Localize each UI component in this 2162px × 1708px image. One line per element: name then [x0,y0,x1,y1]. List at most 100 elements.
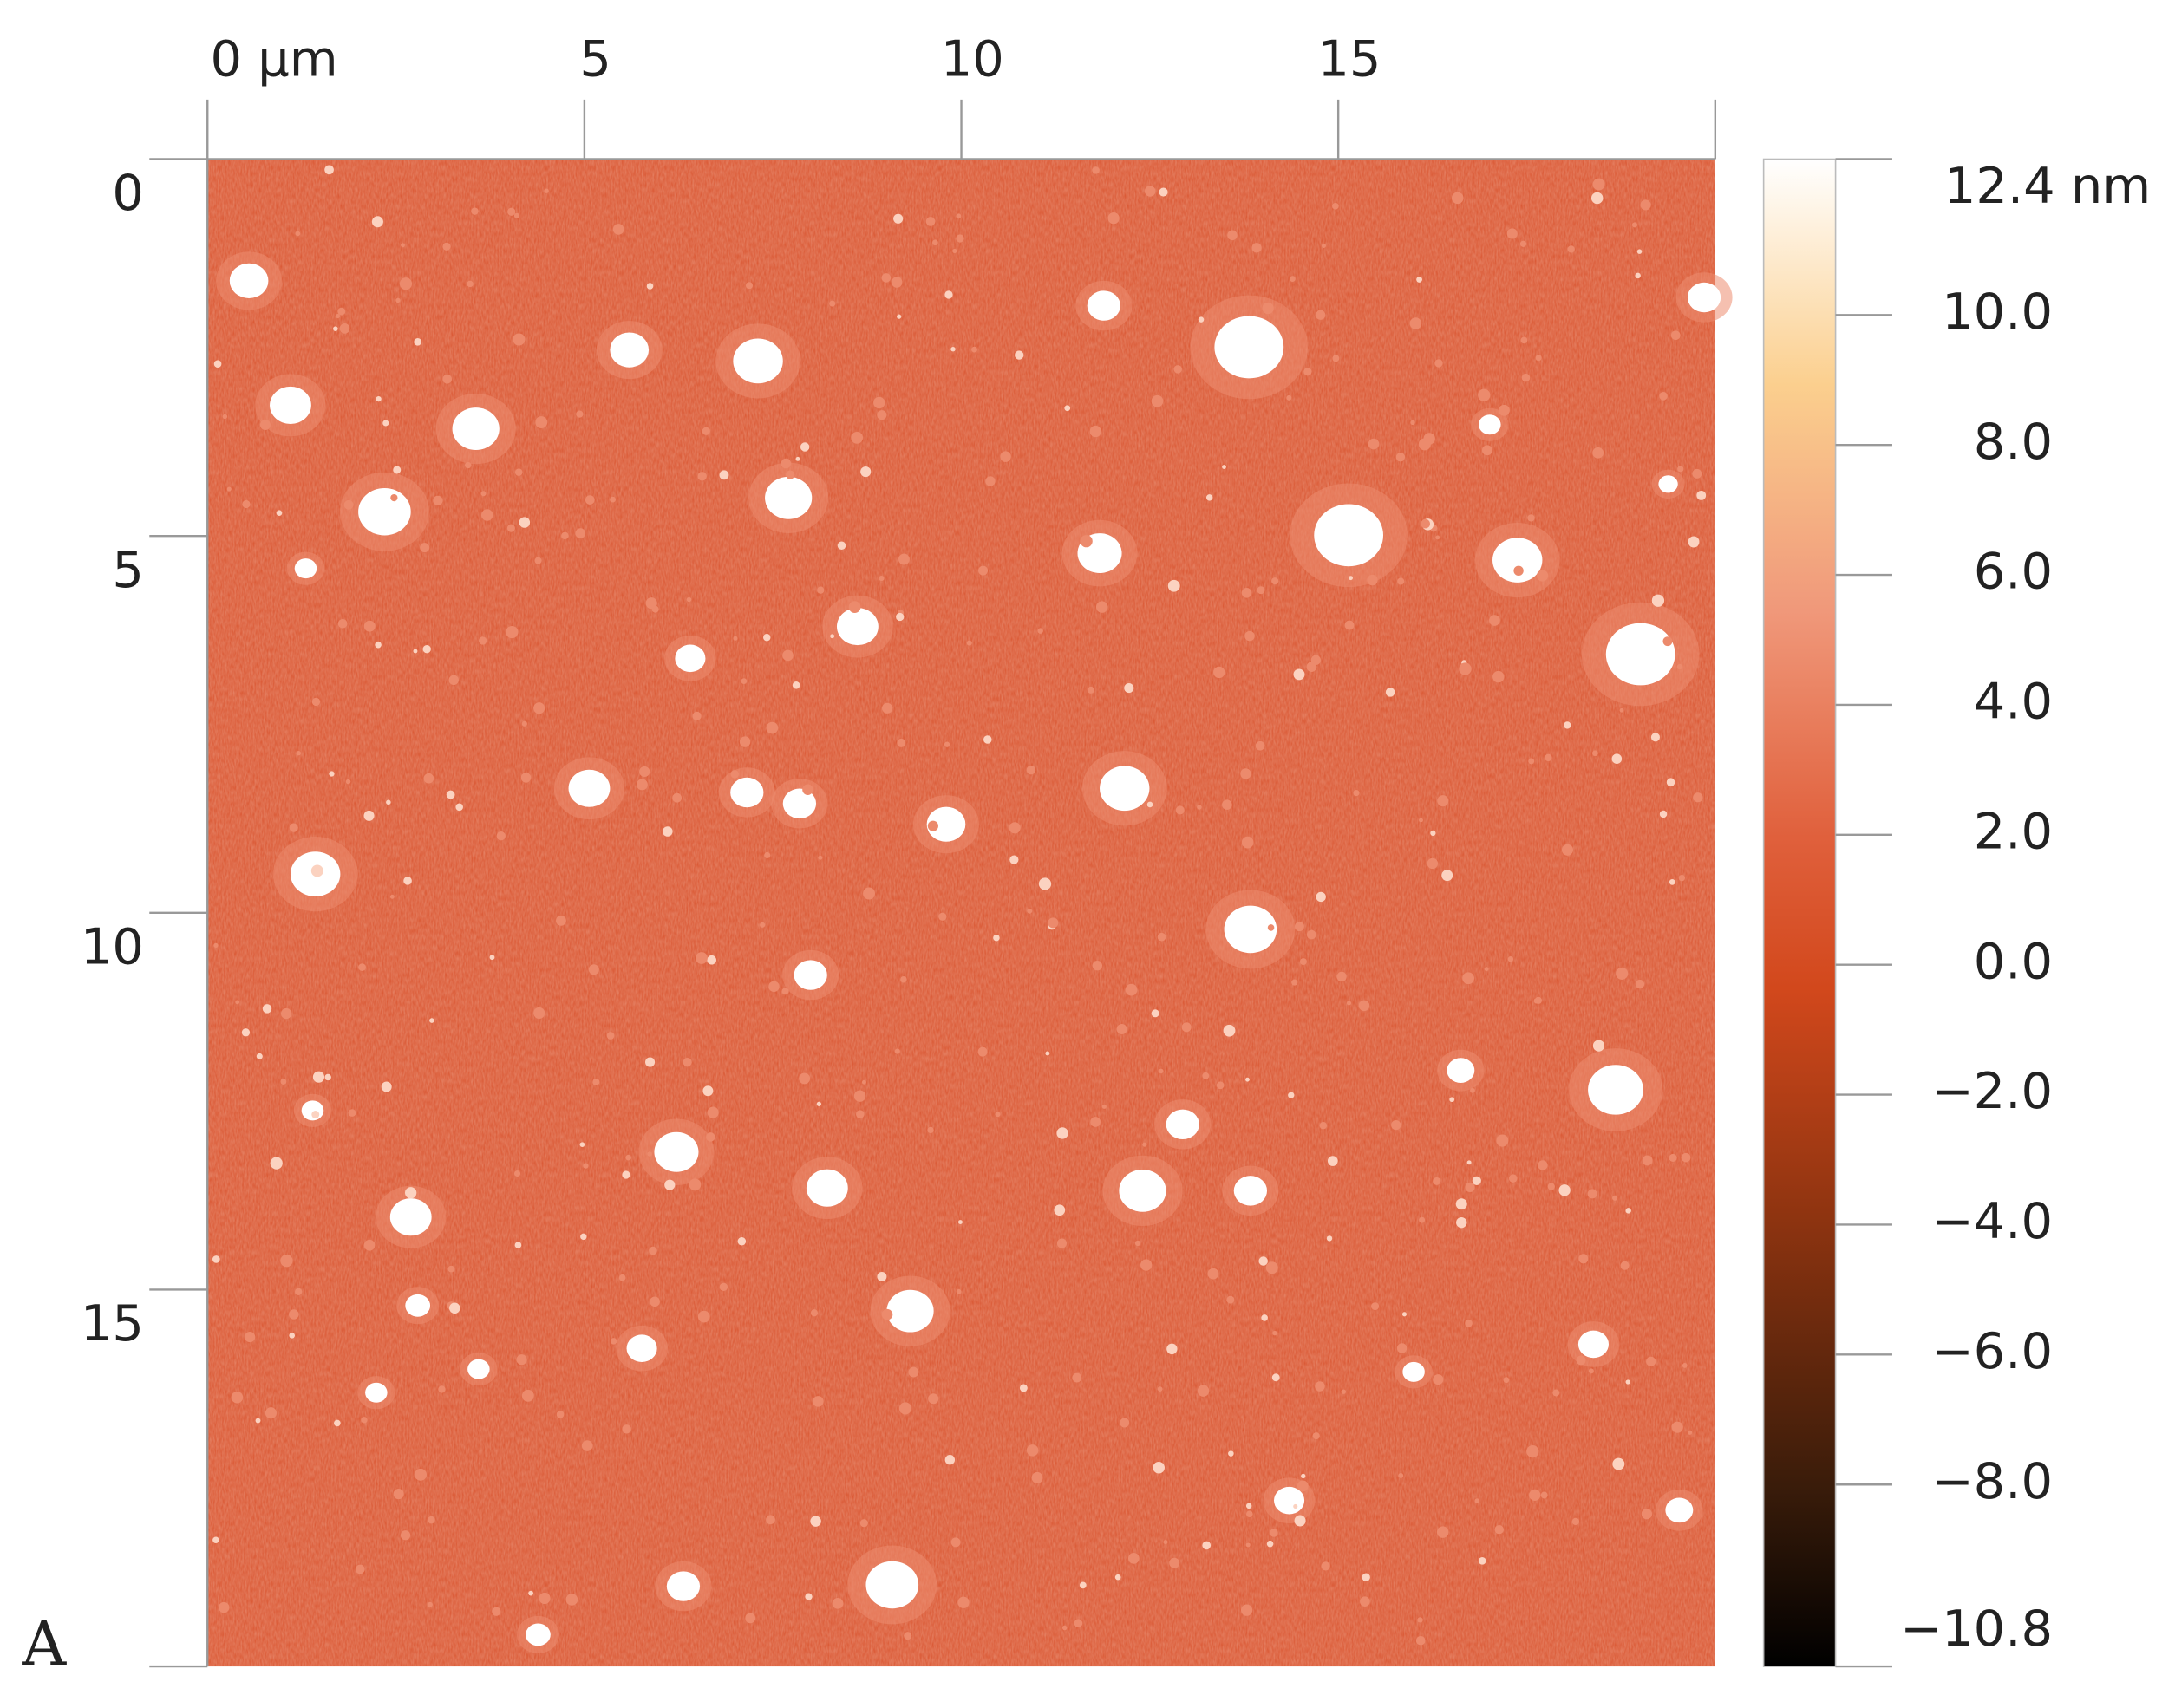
speck [1662,636,1673,647]
speck [1000,451,1011,462]
speck [521,1389,534,1402]
speck [1620,1261,1630,1270]
speck [1506,228,1518,239]
particle [794,960,827,990]
speck [810,1516,821,1527]
speck [1484,967,1489,972]
speck [938,912,947,921]
speck [1472,1176,1481,1185]
speck [1437,795,1449,807]
speck [1489,615,1500,626]
speck [891,277,903,288]
speck [1241,587,1252,598]
speck [898,1402,911,1415]
particle [467,1359,490,1379]
speck [219,1601,230,1613]
speck [1547,1183,1555,1190]
speck [1207,1268,1219,1280]
speck [610,496,617,503]
speck [1592,178,1605,191]
speck [1418,818,1423,823]
speck [1567,245,1575,253]
speck [471,207,479,215]
speck [1344,620,1355,630]
speck [983,735,992,744]
particle [301,1100,324,1121]
speck [1245,1077,1250,1082]
speck [1417,1617,1423,1623]
speck [1205,494,1213,501]
speck [428,1516,435,1524]
speck [881,1308,893,1320]
speck [399,277,413,290]
speck [1163,1540,1168,1545]
speck [799,1072,811,1085]
speck [1015,350,1024,360]
speck [1227,230,1238,241]
speck [1294,1515,1306,1527]
speck [650,1296,660,1307]
speck [1631,222,1638,228]
speck [1213,666,1225,679]
speck [622,1424,631,1434]
speck [1270,1529,1278,1537]
speck [625,1154,631,1161]
speck [514,468,523,476]
speck [363,810,375,821]
particle [1274,1486,1305,1515]
speck [1116,1024,1127,1035]
speck [1362,1573,1370,1581]
speck [1153,1461,1165,1474]
colorbar-tick-label: −6.0 [1932,1322,2053,1380]
particle [270,386,311,424]
particle [1588,1065,1643,1115]
speck [764,851,771,859]
speck [358,963,366,971]
speck [496,831,506,841]
speck [1558,1184,1571,1196]
speck [1101,1104,1107,1109]
speck [506,625,519,639]
speck [894,1048,900,1054]
speck [830,634,835,639]
speck [395,297,401,303]
speck [576,410,584,418]
speck [1540,1491,1548,1499]
speck [1385,688,1395,697]
speck [873,396,885,409]
particle [1100,766,1150,812]
speck [1612,1195,1618,1201]
speck [1415,1636,1426,1646]
speck [636,779,648,791]
speck [977,1046,988,1057]
particle [886,1289,934,1333]
speck [585,495,595,505]
particle [1224,905,1277,954]
speck [897,314,902,319]
colorbar-tick-label: −8.0 [1932,1452,2053,1510]
speck [464,461,472,469]
speck [580,1233,587,1241]
particle [1658,475,1678,493]
speck [544,188,549,193]
speck [1640,199,1651,211]
speck [971,346,977,353]
speck [944,741,950,747]
speck [1321,1561,1330,1571]
speck [1659,810,1668,818]
speck [1612,1457,1625,1470]
speck [1521,373,1531,382]
speck [818,855,823,860]
speck [1592,1040,1605,1052]
speck [1578,1254,1589,1264]
speck [213,360,222,368]
speck [1310,655,1321,666]
speck [1240,1604,1253,1616]
speck [1619,707,1624,713]
speck [978,565,989,576]
particle [865,1561,919,1609]
speck [276,510,283,517]
speck [1430,830,1436,837]
speck [1397,577,1405,585]
